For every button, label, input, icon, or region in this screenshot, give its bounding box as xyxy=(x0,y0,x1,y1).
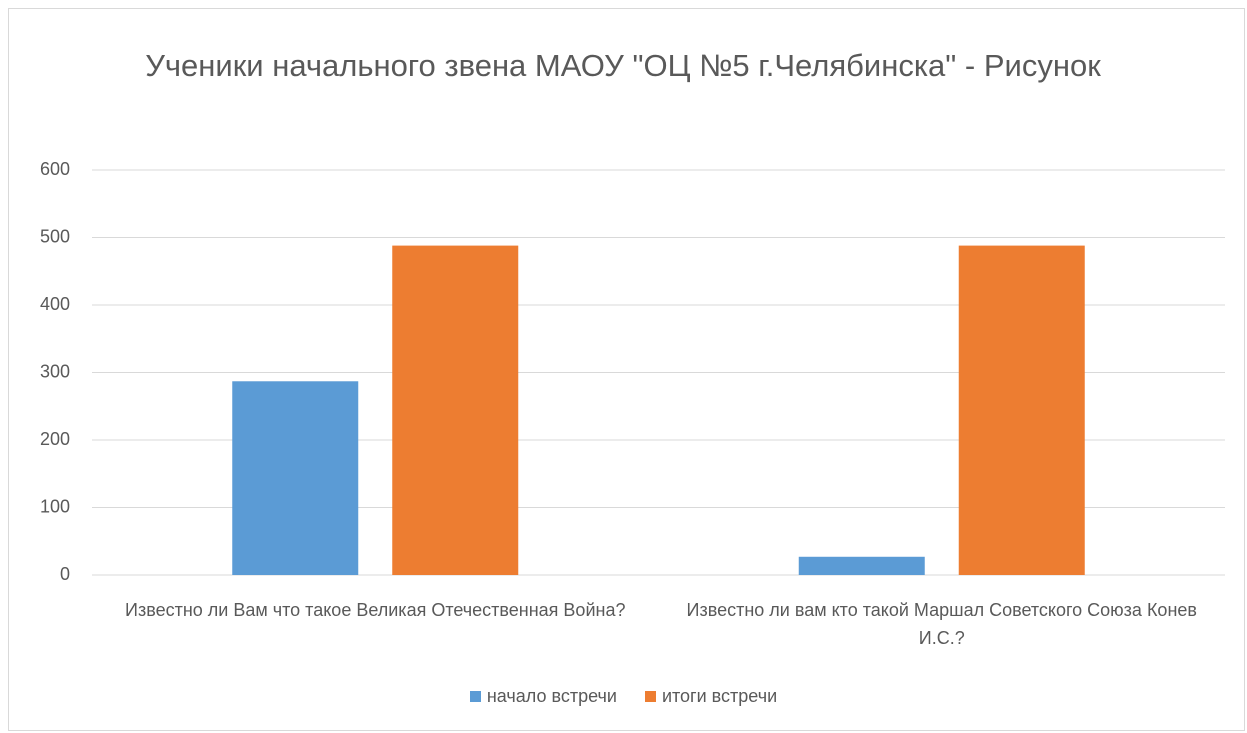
y-tick-label: 0 xyxy=(60,564,70,584)
legend-swatch xyxy=(469,691,481,702)
y-tick-label: 100 xyxy=(40,496,70,516)
legend-item: итоги встречи xyxy=(644,686,778,707)
legend-label: итоги встречи xyxy=(661,686,778,706)
bar xyxy=(798,556,925,575)
x-tick-label: Известно ли Вам что такое Великая Отечес… xyxy=(125,600,626,620)
chart-title: Ученики начального звена МАОУ "ОЦ №5 г.Ч… xyxy=(145,48,1101,83)
chart-frame xyxy=(8,8,1245,731)
y-tick-label: 300 xyxy=(40,361,70,381)
x-tick-label: Известно ли вам кто такой Маршал Советск… xyxy=(686,600,1197,648)
bar xyxy=(232,381,359,575)
y-tick-label: 200 xyxy=(40,429,70,449)
y-tick-label: 400 xyxy=(40,294,70,314)
bar xyxy=(958,245,1085,575)
legend-label: начало встречи xyxy=(486,686,617,706)
y-tick-label: 600 xyxy=(40,159,70,179)
legend-item: начало встречи xyxy=(469,686,617,707)
legend: начало встречи итоги встречи xyxy=(0,686,1247,707)
y-tick-label: 500 xyxy=(40,226,70,246)
bar xyxy=(392,245,519,575)
legend-swatch xyxy=(644,691,656,702)
